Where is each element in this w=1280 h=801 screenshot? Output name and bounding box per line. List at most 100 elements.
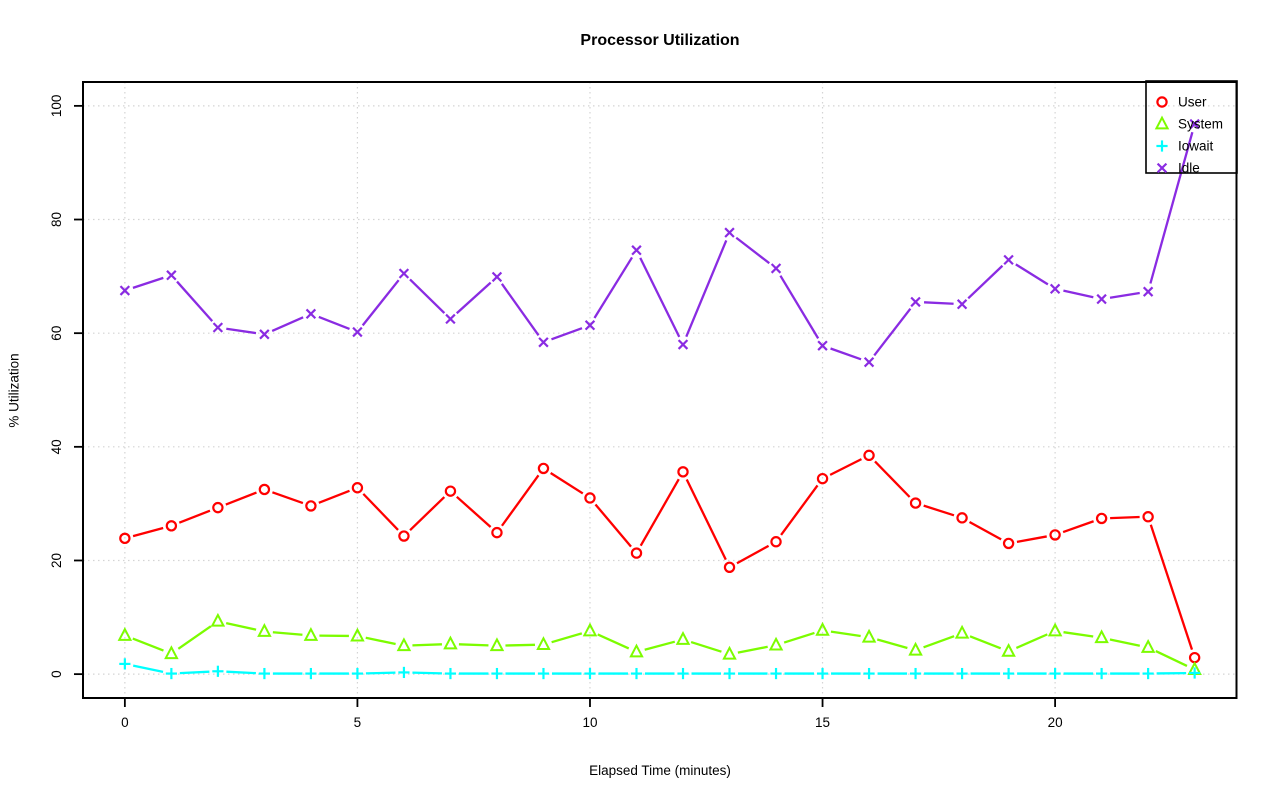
series-line-segment: [271, 316, 304, 332]
series-line-segment: [318, 489, 350, 504]
data-point-circle: [677, 466, 689, 478]
x-tick-label: 5: [354, 715, 362, 730]
data-point-x: [538, 337, 549, 348]
data-point-circle: [863, 449, 875, 462]
data-point-triangle: [1001, 642, 1016, 657]
data-point-triangle: [722, 645, 737, 660]
series-line-segment: [132, 526, 164, 538]
series-line-segment: [593, 256, 633, 319]
series-iowait: [119, 658, 1201, 680]
legend-label: System: [1178, 117, 1223, 132]
series-user: [119, 449, 1201, 664]
data-point-triangle: [443, 635, 458, 650]
series-line-segment: [177, 625, 212, 650]
data-point-circle: [1002, 537, 1015, 550]
data-point-x: [1049, 283, 1061, 295]
data-point-x: [445, 313, 456, 325]
series-line-segment: [876, 638, 908, 650]
data-point-circle: [956, 512, 968, 524]
series-line-segment: [272, 491, 304, 505]
series-line-segment: [1109, 291, 1140, 299]
series-line-segment: [1109, 638, 1141, 647]
series-line-segment: [644, 640, 676, 651]
series-line-segment: [456, 495, 492, 528]
data-point-triangle: [164, 645, 179, 660]
series-line-segment: [458, 643, 489, 647]
x-tick-label: 0: [121, 715, 129, 730]
data-point-triangle: [1047, 622, 1063, 637]
series-line-segment: [178, 509, 211, 524]
data-point-circle: [1156, 96, 1168, 108]
plot-border: [82, 81, 1238, 699]
data-point-x: [352, 326, 363, 338]
data-point-circle: [537, 462, 550, 475]
data-point-circle: [212, 501, 224, 514]
series-line-segment: [132, 664, 164, 673]
series-line-segment: [132, 637, 164, 652]
series-line-segment: [1155, 650, 1188, 667]
data-point-triangle: [1140, 638, 1156, 653]
legend-label: Iowait: [1178, 139, 1214, 154]
series-line-segment: [225, 621, 257, 631]
x-tick-label: 20: [1048, 715, 1063, 730]
series-line-segment: [365, 671, 396, 675]
data-point-x: [1142, 286, 1154, 297]
x-tick-label: 10: [582, 715, 597, 730]
data-point-circle: [305, 500, 317, 512]
data-point-x: [1096, 293, 1107, 305]
x-axis-title: Elapsed Time (minutes): [589, 763, 731, 778]
data-point-circle: [1188, 651, 1201, 664]
series-line-segment: [1149, 131, 1194, 284]
data-point-triangle: [303, 627, 319, 641]
data-point-x: [956, 299, 968, 310]
data-point-x: [259, 329, 270, 340]
data-point-circle: [909, 497, 922, 509]
series-line-segment: [923, 635, 955, 649]
series-line-segment: [409, 496, 446, 531]
data-point-triangle: [257, 623, 272, 637]
y-tick-label: 80: [49, 212, 64, 227]
series-line-segment: [873, 307, 912, 357]
series-line-segment: [505, 643, 536, 647]
data-point-circle: [1049, 529, 1061, 541]
series-line-segment: [736, 544, 770, 565]
series-line-segment: [409, 278, 446, 314]
series-line-segment: [500, 283, 540, 337]
data-point-x: [305, 308, 317, 320]
legend: User System Iowait Idle: [1145, 80, 1238, 176]
data-point-x: [770, 263, 782, 274]
series-line-segment: [780, 484, 819, 536]
data-point-x: [1003, 254, 1014, 266]
data-point-circle: [444, 485, 457, 497]
series-line-segment: [272, 631, 303, 636]
series-line-segment: [1149, 524, 1194, 650]
series-line-segment: [779, 275, 820, 339]
data-point-x: [1156, 162, 1168, 174]
series-line-segment: [132, 276, 164, 289]
series-line-segment: [685, 239, 728, 338]
data-point-circle: [351, 482, 364, 494]
series-line-segment: [362, 493, 399, 531]
data-point-circle: [816, 472, 829, 485]
series-line-segment: [639, 257, 681, 338]
data-point-triangle: [489, 637, 505, 652]
series-line-segment: [830, 347, 862, 361]
data-point-triangle: [629, 643, 644, 658]
data-point-triangle: [768, 636, 784, 651]
data-point-triangle: [396, 637, 412, 652]
series-line-segment: [968, 520, 1002, 541]
data-point-x: [584, 320, 596, 331]
series-line-segment: [829, 458, 862, 476]
y-tick-label: 100: [49, 95, 64, 118]
series-line-segment: [969, 635, 1002, 650]
series-line-segment: [1063, 289, 1094, 299]
data-point-circle: [770, 536, 782, 548]
series-line-segment: [551, 632, 583, 644]
data-point-triangle: [861, 628, 877, 643]
data-point-x: [631, 245, 642, 256]
series-line-segment: [685, 478, 727, 561]
series-system: [117, 612, 1202, 675]
data-point-circle: [1142, 511, 1154, 523]
series-line-segment: [226, 670, 256, 675]
